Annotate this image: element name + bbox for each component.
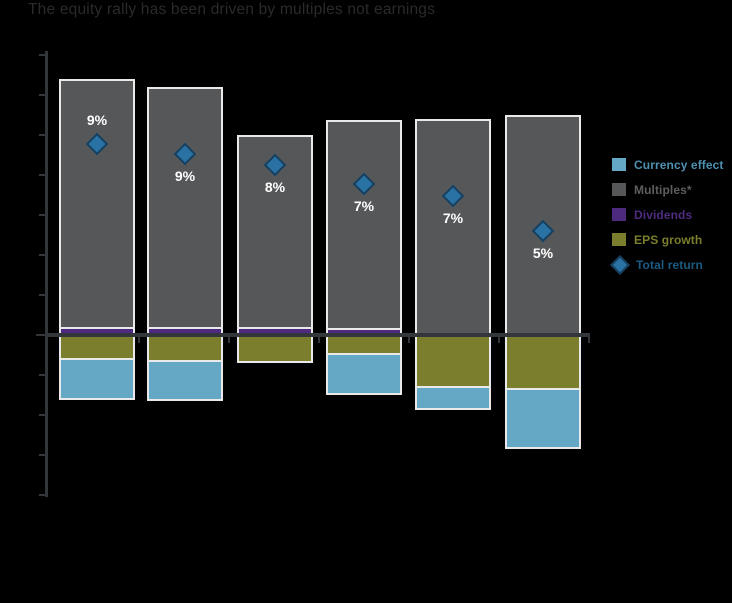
bar-segment-currency-effect	[507, 390, 579, 447]
bar-segment-currency-effect	[61, 360, 133, 398]
legend-label-dividends: Dividends	[634, 207, 693, 222]
y-tick	[36, 334, 45, 336]
y-tick	[39, 254, 45, 256]
y-tick	[39, 94, 45, 96]
currency-effect-swatch	[612, 158, 626, 171]
bar-segment-eps-growth	[149, 335, 221, 362]
legend-label-eps-growth: EPS growth	[634, 232, 703, 247]
y-tick	[39, 214, 45, 216]
legend-item-multiples: Multiples*	[612, 182, 724, 197]
legend-item-total-return: Total return	[610, 254, 724, 275]
x-tick	[138, 337, 140, 343]
y-tick	[39, 294, 45, 296]
legend-item-currency-effect: Currency effect	[612, 157, 724, 172]
x-tick	[408, 337, 410, 343]
multiples-swatch	[612, 183, 626, 196]
bar-segment-dividends	[61, 327, 133, 335]
y-tick	[39, 134, 45, 136]
bar-segment-multiples	[149, 89, 221, 327]
bar-segment-currency-effect	[417, 388, 489, 408]
chart-title: The equity rally has been driven by mult…	[28, 1, 436, 18]
y-tick	[39, 454, 45, 456]
legend-label-currency-effect: Currency effect	[634, 157, 724, 172]
total-return-label: 7%	[442, 210, 464, 226]
legend-item-eps-growth: EPS growth	[612, 232, 724, 247]
legend-item-dividends: Dividends	[612, 207, 724, 222]
y-tick	[39, 174, 45, 176]
total-return-label: 9%	[86, 112, 108, 128]
eps-growth-swatch	[612, 233, 626, 246]
bar-segment-currency-effect	[328, 355, 400, 393]
total-return-label: 8%	[264, 179, 286, 195]
bar-segment-multiples	[61, 81, 133, 327]
bar-segment-eps-growth	[61, 335, 133, 360]
bar-segment-currency-effect	[149, 362, 221, 399]
x-tick	[588, 337, 590, 343]
y-tick	[39, 54, 45, 56]
total-return-label: 9%	[174, 168, 196, 184]
bar-segment-dividends	[328, 328, 400, 335]
dividends-swatch	[612, 208, 626, 221]
x-axis	[46, 333, 590, 337]
bar-segment-dividends	[239, 327, 311, 335]
y-tick	[39, 494, 45, 496]
bar-segment-eps-growth	[507, 335, 579, 390]
legend-label-multiples: Multiples*	[634, 182, 692, 197]
bar-segment-multiples	[417, 121, 489, 333]
bar-segment-dividends	[149, 327, 221, 335]
y-tick	[39, 414, 45, 416]
legend: Currency effect Multiples* Dividends EPS…	[610, 157, 724, 275]
x-tick	[228, 337, 230, 343]
y-tick	[39, 374, 45, 376]
total-return-label: 7%	[353, 198, 375, 214]
y-axis	[45, 51, 48, 497]
bar-segment-eps-growth	[239, 335, 311, 361]
bar-segment-eps-growth	[417, 335, 489, 388]
legend-label-total-return: Total return	[636, 257, 703, 272]
bar-segment-multiples	[328, 122, 400, 328]
bar-segment-eps-growth	[328, 335, 400, 355]
x-tick	[498, 337, 500, 343]
total-return-label: 5%	[532, 245, 554, 261]
x-tick	[318, 337, 320, 343]
